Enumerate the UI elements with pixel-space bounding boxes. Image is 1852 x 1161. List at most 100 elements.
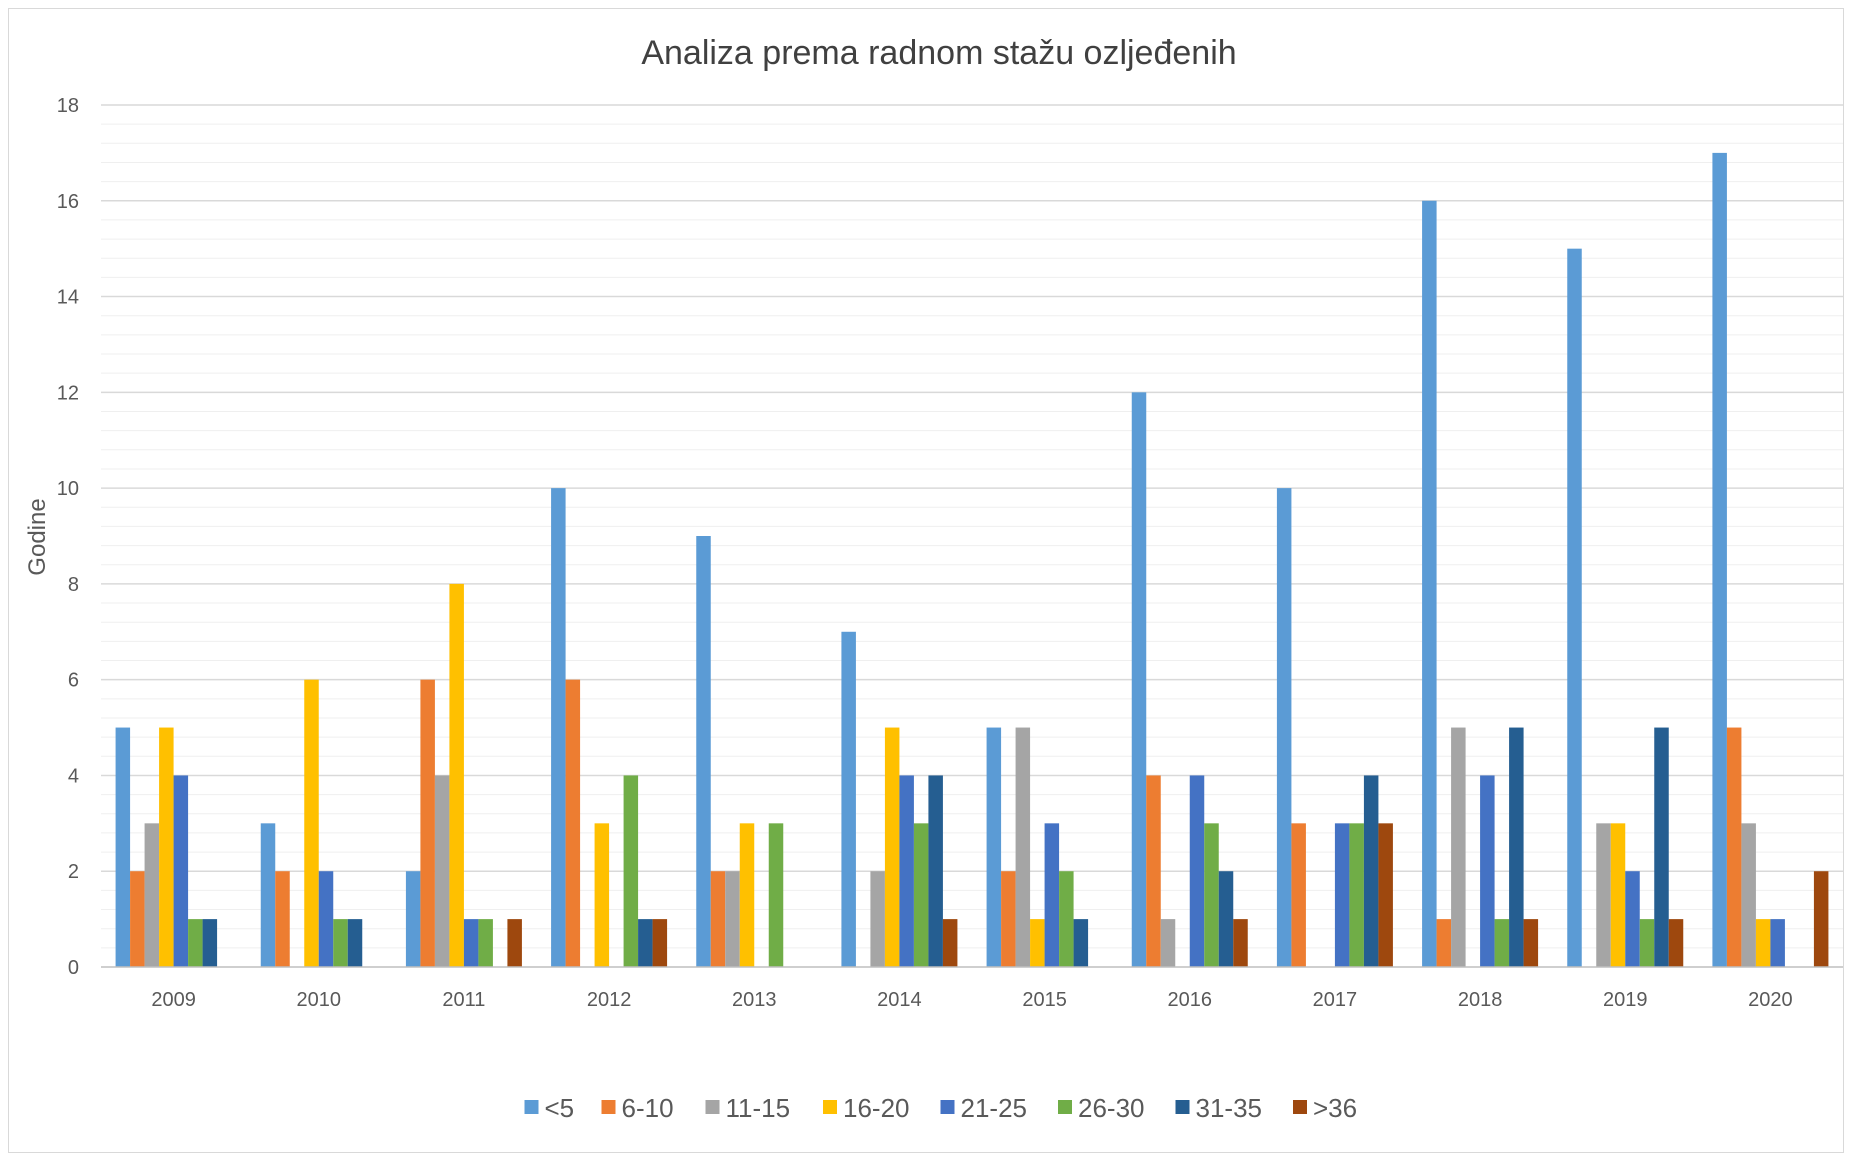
bar <box>1668 919 1684 967</box>
bar <box>551 488 566 967</box>
legend-swatch <box>1058 1100 1072 1114</box>
chart-frame: Analiza prema radnom stažu ozljeđenih 0 2… <box>8 8 1844 1153</box>
legend-swatch <box>940 1100 955 1114</box>
legend-label: 16-20 <box>843 1093 910 1123</box>
bar <box>1755 919 1771 967</box>
y-tick-label: 12 <box>57 382 79 404</box>
bar <box>507 919 522 967</box>
bars <box>115 152 1829 967</box>
bar <box>1625 871 1640 967</box>
legend-label: 21-25 <box>961 1093 1028 1123</box>
bar <box>986 727 1002 967</box>
bar <box>841 631 856 967</box>
y-tick-label: 14 <box>57 287 79 309</box>
bar <box>928 775 943 967</box>
x-axis-ticks: 2009 2010 2011 2012 2013 2014 2015 2016 2017 2018… <box>151 989 1792 1011</box>
y-tick-label: 10 <box>57 478 79 500</box>
bar <box>449 583 464 967</box>
bar <box>1189 775 1205 967</box>
bar <box>594 823 610 967</box>
bar <box>434 775 450 967</box>
bar <box>420 679 435 967</box>
bar <box>1131 392 1147 967</box>
bar <box>1639 919 1655 967</box>
y-tick-label: 4 <box>68 765 79 787</box>
bar <box>463 919 479 967</box>
legend-swatch <box>601 1100 616 1114</box>
bar <box>768 823 784 967</box>
y-tick-label: 0 <box>68 957 79 979</box>
bar <box>1770 919 1785 967</box>
bar <box>347 919 363 967</box>
chart-title: Analiza prema radnom stažu ozljeđenih <box>641 34 1236 72</box>
bar <box>173 775 189 967</box>
bar <box>913 823 929 967</box>
y-tick-label: 18 <box>57 95 79 117</box>
bar <box>1030 919 1045 967</box>
bar <box>1741 823 1756 967</box>
bar <box>696 536 711 967</box>
bar <box>1567 248 1582 967</box>
bar <box>333 919 348 967</box>
legend-swatch <box>524 1100 539 1114</box>
bar <box>1001 871 1016 967</box>
legend-label: >36 <box>1313 1093 1357 1123</box>
bar <box>1654 727 1669 967</box>
bar <box>710 871 726 967</box>
bar <box>942 919 958 967</box>
bar <box>1436 919 1452 967</box>
y-axis-title: Godine <box>24 498 51 575</box>
gridlines <box>101 104 1843 949</box>
bar <box>188 919 203 967</box>
bar <box>1233 919 1248 967</box>
bar <box>1276 488 1292 967</box>
bar <box>130 871 145 967</box>
bar <box>159 727 174 967</box>
legend-swatch <box>823 1100 837 1114</box>
x-tick-label: 2013 <box>732 989 777 1011</box>
legend-label: 26-30 <box>1078 1093 1145 1123</box>
y-tick-label: 6 <box>68 670 79 692</box>
x-tick-label: 2017 <box>1313 989 1358 1011</box>
y-tick-label: 8 <box>68 574 79 596</box>
bar <box>304 679 319 967</box>
bar <box>405 871 421 967</box>
x-tick-label: 2014 <box>877 989 922 1011</box>
x-tick-label: 2011 <box>442 989 485 1011</box>
bar <box>260 823 276 967</box>
bar <box>1291 823 1306 967</box>
bar <box>638 919 653 967</box>
bar <box>1363 775 1379 967</box>
bar <box>1044 823 1060 967</box>
bar <box>725 871 740 967</box>
x-tick-label: 2016 <box>1168 989 1213 1011</box>
bar <box>1610 823 1626 967</box>
bar <box>1160 919 1176 967</box>
bar <box>115 727 131 967</box>
x-tick-label: 2020 <box>1748 989 1793 1011</box>
x-tick-label: 2009 <box>151 989 196 1011</box>
bar <box>1218 871 1234 967</box>
bar <box>1015 727 1031 967</box>
legend-swatch <box>1293 1100 1307 1114</box>
y-tick-label: 2 <box>68 861 79 883</box>
bar <box>1059 871 1074 967</box>
bar <box>1204 823 1219 967</box>
legend-swatch <box>1175 1100 1190 1114</box>
bar <box>1813 871 1829 967</box>
bar <box>1349 823 1364 967</box>
y-tick-label: 16 <box>57 191 79 213</box>
bar-chart: Analiza prema radnom stažu ozljeđenih 0 2… <box>24 34 1843 1123</box>
legend: <5 6-10 11-15 16-20 21-25 26-30 31-35 >36 <box>524 1093 1357 1123</box>
legend-swatch <box>705 1100 720 1114</box>
legend-label: 11-15 <box>726 1093 791 1123</box>
bar <box>478 919 493 967</box>
bar <box>1726 727 1742 967</box>
bar <box>1334 823 1350 967</box>
bar <box>1480 775 1495 967</box>
bar <box>1073 919 1089 967</box>
bar <box>1523 919 1539 967</box>
bar <box>318 871 334 967</box>
x-tick-label: 2015 <box>1022 989 1067 1011</box>
bar <box>1509 727 1524 967</box>
